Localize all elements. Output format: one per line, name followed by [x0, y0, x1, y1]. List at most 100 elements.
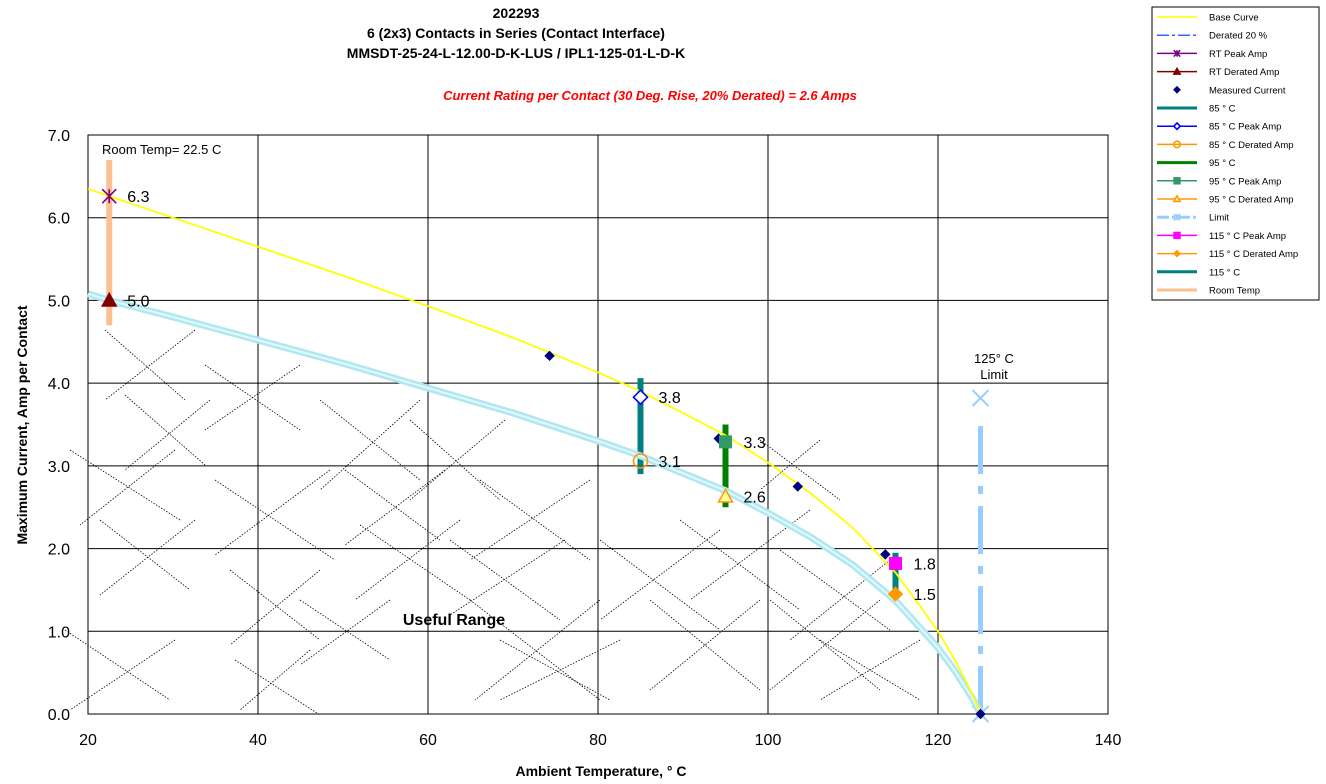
data-point: [632, 453, 649, 469]
hatch-line: [214, 479, 336, 561]
hatch-line: [449, 539, 566, 616]
hatch-line: [229, 569, 321, 641]
data-label: 2.6: [744, 489, 766, 506]
hatch-line: [479, 479, 591, 561]
legend-entry: 115 ° C: [1157, 267, 1240, 278]
hatch-line: [239, 649, 311, 711]
room-temp-annotation: Room Temp= 22.5 C: [102, 142, 221, 157]
hatch-line: [779, 549, 891, 631]
data-point: [717, 487, 734, 503]
data-label: 5.0: [127, 293, 149, 310]
limit-band: [86, 290, 984, 716]
y-axis-ticks: 0.0 1.0 2.0 3.0 4.0 5.0 6.0 7.0: [48, 128, 70, 724]
y-axis-title: Maximum Current, Amp per Contact: [14, 305, 30, 544]
hatch-line: [64, 629, 171, 701]
hatch-line: [449, 539, 561, 621]
legend-label: 95 ° C Derated Amp: [1209, 195, 1294, 206]
hatch-line: [649, 599, 761, 691]
legend-marker: [1173, 213, 1181, 221]
hatch-line: [409, 419, 501, 501]
hatch-line: [319, 399, 421, 481]
x-axis-ticks: 20 40 60 80 100 120 140: [79, 732, 1121, 749]
hatch-line: [319, 399, 421, 491]
hatch-line: [759, 439, 821, 491]
legend-marker: [1173, 140, 1182, 149]
series-layer: [86, 159, 990, 723]
useful-range-label: Useful Range: [403, 612, 505, 629]
legend-label: Room Temp: [1209, 286, 1260, 297]
title-line-2: 6 (2x3) Contacts in Series (Contact Inte…: [367, 25, 665, 41]
legend-label: Base Curve: [1209, 13, 1259, 24]
y-tick-label: 7.0: [48, 128, 70, 145]
hatch-line: [649, 599, 761, 691]
x-tick-label: 20: [79, 732, 97, 749]
hatch-line: [474, 599, 601, 701]
hatch-line: [69, 639, 176, 711]
plot-area-border: [87, 134, 1109, 715]
data-label: 3.3: [744, 435, 766, 452]
legend-entry: 95 ° C: [1157, 158, 1236, 169]
legend-marker: [1172, 66, 1182, 75]
legend-label: 95 ° C Peak Amp: [1209, 176, 1281, 187]
legend-entry: 85 ° C Derated Amp: [1157, 140, 1294, 151]
legend-entry: 115 ° C Peak Amp: [1157, 231, 1286, 242]
legend-label: Limit: [1209, 213, 1229, 224]
x-tick-label: 60: [419, 732, 437, 749]
legend-entry: 95 ° C Derated Amp: [1157, 194, 1294, 206]
y-tick-label: 4.0: [48, 376, 70, 393]
legend-entry: 95 ° C Peak Amp: [1157, 176, 1281, 187]
hatch-line: [104, 329, 196, 401]
legend-label: 115 ° C Derated Amp: [1209, 249, 1298, 260]
hatch-line: [229, 569, 321, 646]
legend-entry: 85 ° C Peak Amp: [1157, 122, 1281, 133]
data-label: 6.3: [127, 189, 149, 206]
x-tick-label: 140: [1095, 732, 1122, 749]
legend-entry: Limit: [1157, 213, 1229, 224]
legend-label: RT Derated Amp: [1209, 67, 1279, 78]
legend-entry: Derated 20 %: [1157, 31, 1268, 42]
hatch-line: [214, 469, 331, 556]
series-95-c-derated-amp: [717, 487, 734, 503]
data-point: [100, 291, 118, 307]
hatch-line: [789, 559, 891, 641]
legend-marker: [1173, 85, 1181, 94]
legend-marker: [1172, 194, 1182, 203]
hatch-line: [359, 524, 471, 601]
hatch-line: [299, 599, 391, 661]
legend-label: 115 ° C: [1209, 267, 1240, 278]
legend-label: 95 ° C: [1209, 158, 1236, 169]
hatch-line: [469, 479, 591, 561]
series-measured-current: [544, 350, 986, 720]
legend-label: 85 ° C Derated Amp: [1209, 140, 1294, 151]
y-tick-label: 1.0: [48, 624, 70, 641]
hatch-line: [679, 519, 801, 611]
legend-marker: [1173, 231, 1181, 240]
y-tick-label: 5.0: [48, 293, 70, 310]
legend-label: 85 ° C Peak Amp: [1209, 122, 1281, 133]
hatch-line: [499, 639, 621, 701]
hatch-line: [819, 639, 921, 701]
legend-label: RT Peak Amp: [1209, 49, 1267, 60]
legend-entry: 85 ° C: [1157, 104, 1236, 115]
hatch-line: [124, 399, 211, 471]
limit-annotation-line-1: 125° C: [974, 351, 1014, 366]
x-tick-label: 40: [249, 732, 267, 749]
legend-entry: Measured Current: [1173, 85, 1286, 96]
series-85-c-peak-amp: [632, 389, 649, 406]
hatch-line: [299, 599, 391, 666]
legend-label: 115 ° C Peak Amp: [1209, 231, 1286, 242]
series-base-curve: [87, 187, 982, 715]
hatch-line: [104, 329, 186, 401]
hatch-line: [124, 394, 206, 466]
data-label: 1.5: [914, 587, 936, 604]
y-tick-label: 6.0: [48, 211, 70, 228]
data-point: [887, 586, 904, 602]
y-tick-label: 3.0: [48, 459, 70, 476]
series-85-c-derated-amp: [632, 453, 649, 469]
series-line: [87, 187, 982, 715]
legend-label: 85 ° C: [1209, 104, 1236, 115]
series-rt-derated-amp: [100, 291, 118, 307]
data-point: [975, 708, 986, 720]
x-tick-label: 80: [589, 732, 607, 749]
